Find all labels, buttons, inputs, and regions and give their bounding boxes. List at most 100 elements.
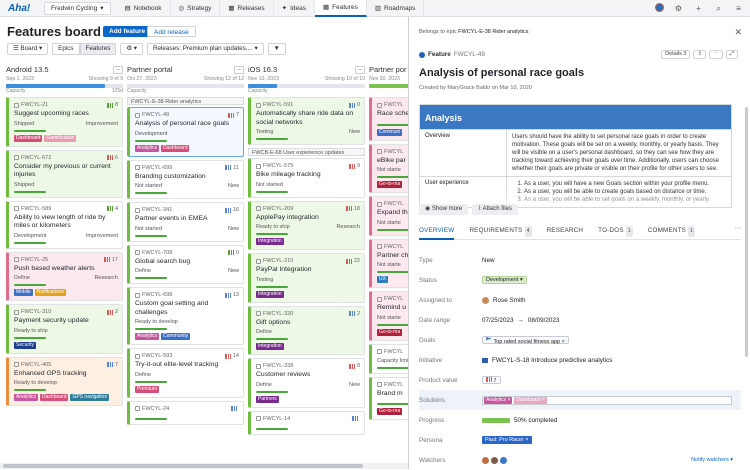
card-tag[interactable]: Go-to-ma xyxy=(377,181,403,188)
solutions-input[interactable]: Analytics × Dashboard × xyxy=(482,395,732,405)
feature-card[interactable]: FWCYL-591 0 Automatically share ride data … xyxy=(248,97,365,145)
card-tag[interactable]: Dashboard xyxy=(14,134,43,142)
feature-card[interactable]: FWCYL-672 6 Consider my previous or curren… xyxy=(6,149,123,198)
nav-tab-strategy[interactable]: ◎ Strategy xyxy=(171,0,221,17)
feature-card[interactable]: FWCYL-24 xyxy=(127,400,244,425)
card-tag[interactable]: Analytics xyxy=(135,333,160,340)
feature-card[interactable]: FWCYL-405 7 Enhanced GPS tracking Ready to … xyxy=(6,356,123,406)
feature-title[interactable]: Analysis of personal race goals xyxy=(419,67,585,79)
share-icon[interactable]: ⇪ xyxy=(693,50,707,59)
feature-card[interactable]: FWCYL-708 0 Global search bug Define New xyxy=(127,244,244,284)
feature-card[interactable]: FWCYL-699 11 Branding customization Not sta… xyxy=(127,159,244,199)
feature-card[interactable]: FWCYL-210 22 PayPal Integration Testing Inte… xyxy=(248,253,365,303)
solution-tag[interactable]: Dashboard × xyxy=(514,396,548,404)
card-tag[interactable]: Dashboard xyxy=(161,144,190,152)
feature-card[interactable]: FWCYL-698 13 Custom goal setting and chall… xyxy=(127,287,244,345)
tab-to-dos[interactable]: TO-DOS 1 xyxy=(598,225,633,240)
feature-card[interactable]: FWCYL-21 8 Suggest upcoming races Shipped Im… xyxy=(6,97,123,147)
panel-divider[interactable] xyxy=(408,17,409,469)
watcher-avatar[interactable] xyxy=(482,456,489,464)
collapse-icon[interactable]: – xyxy=(113,65,123,74)
tab-research[interactable]: RESEARCH xyxy=(547,225,584,240)
start-date[interactable]: 07/25/2023 xyxy=(482,316,514,324)
more-icon[interactable]: ⋯ xyxy=(709,50,723,59)
assignee[interactable]: Rose Smith xyxy=(482,296,526,304)
epics-toggle[interactable]: Epics xyxy=(52,43,80,55)
nav-tab-notebook[interactable]: ▤ Notebook xyxy=(117,0,171,17)
panel-scrollbar[interactable] xyxy=(745,107,748,357)
feature-card[interactable]: FWCYL-209 18 ApplePay integration Ready to … xyxy=(248,200,365,250)
add-icon[interactable]: + xyxy=(696,4,701,13)
end-date[interactable]: 08/09/2023 xyxy=(527,316,560,324)
column-header[interactable]: Android 13.5 – xyxy=(6,63,123,76)
aha-logo[interactable]: Aha! xyxy=(8,2,31,14)
workspace-selector[interactable]: Fredwin Cycling ▾ xyxy=(44,1,111,15)
board-view-dropdown[interactable]: ☰ Board ▾ xyxy=(7,43,49,55)
card-tag[interactable]: Gamification xyxy=(44,134,77,142)
card-tag[interactable]: Premium xyxy=(135,385,160,393)
expand-icon[interactable]: ⤢ xyxy=(725,50,738,59)
feature-card[interactable]: FWCYL-341 16 Partner events in EMEA Not sta… xyxy=(127,202,244,242)
show-more-button[interactable]: ◉ Show more xyxy=(419,204,469,215)
tab-overview[interactable]: OVERVIEW xyxy=(419,225,455,240)
column-header[interactable]: Partner portal – xyxy=(127,63,244,76)
nav-tab-roadmaps[interactable]: ▥ Roadmaps xyxy=(367,0,425,17)
card-tag[interactable]: Integration xyxy=(256,290,284,298)
nav-tab-releases[interactable]: ▦ Releases xyxy=(220,0,274,17)
card-tag[interactable]: Go-to-ma xyxy=(377,328,403,336)
card-tag[interactable]: Integration xyxy=(256,343,284,350)
solution-tag[interactable]: Analytics × xyxy=(484,396,513,404)
tab-comments[interactable]: COMMENTS 1 xyxy=(648,225,696,240)
initiative-link[interactable]: FWCYL-S-18 Introduce predictive analytic… xyxy=(482,357,612,364)
close-icon[interactable]: ✕ xyxy=(734,27,742,37)
card-tag[interactable]: Communi xyxy=(377,128,403,136)
card-tag[interactable]: Community xyxy=(161,333,191,340)
column-header[interactable]: iOS 16.3 – xyxy=(248,63,365,76)
column-header[interactable]: Partner por– xyxy=(369,63,408,76)
feature-card[interactable]: FWCYL eBike par Not starte Go-to-ma xyxy=(369,143,408,193)
card-tag[interactable]: Go-to-ma xyxy=(377,408,403,415)
feature-card[interactable]: FWCYL Remind u Not starte Go-to-ma xyxy=(369,291,408,341)
feature-card[interactable]: FWCYL-310 2 Payment security update Ready t… xyxy=(6,304,123,354)
card-tag[interactable]: Notifications xyxy=(34,289,66,296)
feature-card[interactable]: FWCYL-49 7 Analysis of personal race goals… xyxy=(127,107,244,157)
product-value-score[interactable]: 7 xyxy=(482,376,501,384)
features-toggle[interactable]: Features xyxy=(79,43,117,55)
feature-card[interactable]: FWCYL-338 8 Customer reviews Define New Partn… xyxy=(248,358,365,408)
releases-filter[interactable]: Releases: Premium plan updates,... ▾ xyxy=(146,43,264,55)
add-feature-button[interactable]: Add feature xyxy=(103,26,152,37)
user-avatar[interactable] xyxy=(655,3,664,12)
goal-chip[interactable]: Top rated social fitness app × xyxy=(482,336,569,345)
watcher-avatar[interactable] xyxy=(500,456,507,464)
feature-card[interactable]: FWCYL-320 2 Gift options Define Integration xyxy=(248,305,365,355)
card-tag[interactable]: Partners xyxy=(256,395,279,403)
feature-card[interactable]: FWCYL Capacity limit xyxy=(369,343,408,374)
filter-button[interactable]: ▼ xyxy=(267,43,286,55)
collapse-icon[interactable]: – xyxy=(234,65,244,74)
card-tag[interactable]: Integration xyxy=(256,238,284,245)
feature-card[interactable]: FWCYL-589 4 Ability to view length of ride… xyxy=(6,200,123,249)
feature-card[interactable]: FWCYL Expand th Not starte xyxy=(369,196,408,236)
card-tag[interactable]: GPS navigation xyxy=(70,394,110,401)
feature-card[interactable]: FWCYL Brand m Go-to-ma xyxy=(369,376,408,420)
epic-link[interactable]: FWCYL-E-38 Rider analytics xyxy=(458,29,529,35)
tab-requirements[interactable]: REQUIREMENTS 4 xyxy=(469,225,532,240)
scrollbar-thumb[interactable] xyxy=(3,464,363,468)
settings-dropdown[interactable]: ⚙ ▾ xyxy=(120,43,143,55)
watcher-avatar[interactable] xyxy=(491,456,498,464)
card-tag[interactable]: UX xyxy=(377,276,388,283)
epic-group-header[interactable]: FWCYL-E-38 Rider analytics xyxy=(127,97,244,105)
card-tag[interactable]: Dashboard xyxy=(40,394,69,401)
status-dropdown[interactable]: Development ▾ xyxy=(482,276,527,284)
notify-watchers-link[interactable]: Notify watchers ▾ xyxy=(691,457,733,463)
feature-card[interactable]: FWCYL-593 14 Try-it-out elite-level tracki… xyxy=(127,348,244,398)
epic-group-header[interactable]: FWCB-E-68 User experience updates xyxy=(248,148,365,156)
more-tabs-icon[interactable]: ⋯ xyxy=(734,225,741,232)
persona-tag[interactable]: Paul: Pro Racer × xyxy=(482,436,532,444)
collapse-icon[interactable]: – xyxy=(355,65,365,74)
search-icon[interactable]: ⌕ xyxy=(716,4,721,13)
menu-icon[interactable]: ≡ xyxy=(736,4,741,13)
attach-files-button[interactable]: ⌇ Attach files xyxy=(472,204,518,215)
add-release-button[interactable]: Add release xyxy=(147,26,196,37)
